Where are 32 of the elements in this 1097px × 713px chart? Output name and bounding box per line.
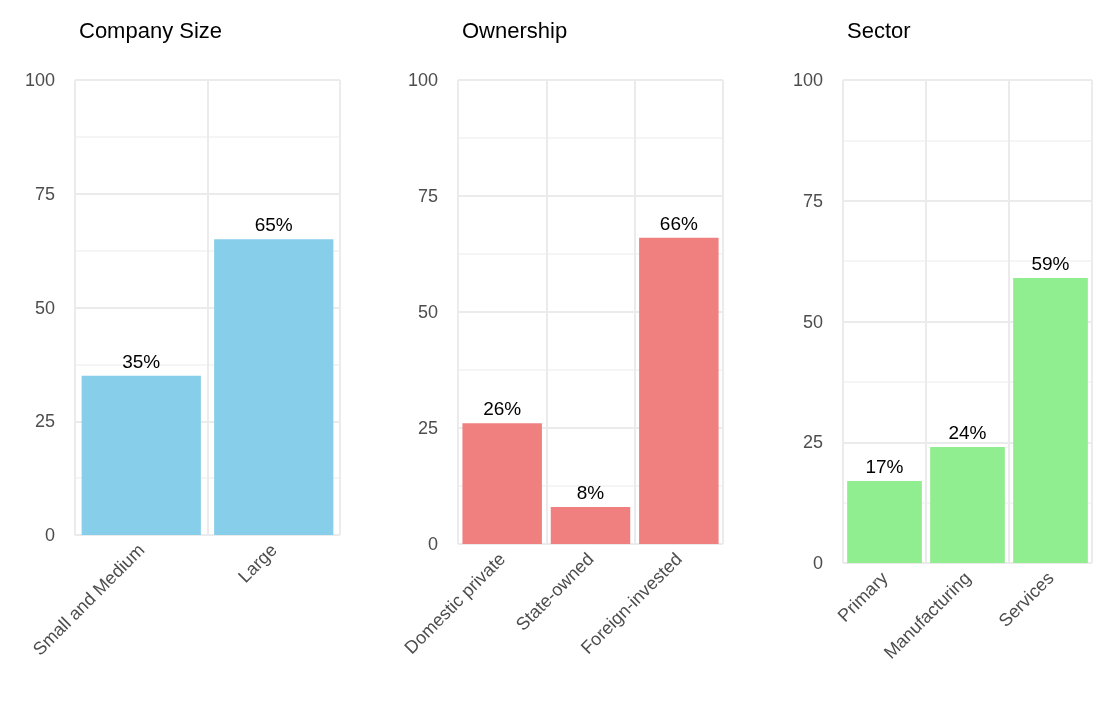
data-label: 35% <box>122 350 161 372</box>
data-label: 8% <box>576 481 605 503</box>
bar <box>550 506 631 544</box>
y-tick-label: 0 <box>812 553 823 573</box>
chart-title: Company Size <box>79 17 223 43</box>
y-tick-label: 75 <box>417 186 438 206</box>
y-tick-label: 50 <box>34 297 55 318</box>
y-tick-label: 100 <box>792 70 823 90</box>
bar <box>930 447 1005 563</box>
y-tick-label: 25 <box>34 411 55 432</box>
y-tick-label: 75 <box>802 190 823 211</box>
data-label: 17% <box>865 455 904 477</box>
data-label: 66% <box>659 212 698 234</box>
y-tick-label: 50 <box>802 311 823 332</box>
y-tick-label: 0 <box>427 534 438 554</box>
y-tick-label: 75 <box>34 183 55 204</box>
data-label: 26% <box>483 398 522 420</box>
bar <box>1013 278 1088 563</box>
y-tick-label: 0 <box>44 525 55 545</box>
y-tick-label: 25 <box>802 432 823 453</box>
data-label: 65% <box>254 214 293 236</box>
bar <box>639 237 719 544</box>
y-tick-label: 100 <box>24 70 55 90</box>
bar <box>462 423 542 544</box>
y-tick-label: 50 <box>417 302 438 322</box>
y-tick-label: 100 <box>407 70 438 90</box>
data-label: 24% <box>948 422 987 444</box>
chart-title: Sector <box>847 17 911 43</box>
chart-title: Ownership <box>462 17 568 43</box>
data-label: 59% <box>1031 253 1070 275</box>
bar <box>847 480 922 563</box>
y-tick-label: 25 <box>417 418 438 438</box>
